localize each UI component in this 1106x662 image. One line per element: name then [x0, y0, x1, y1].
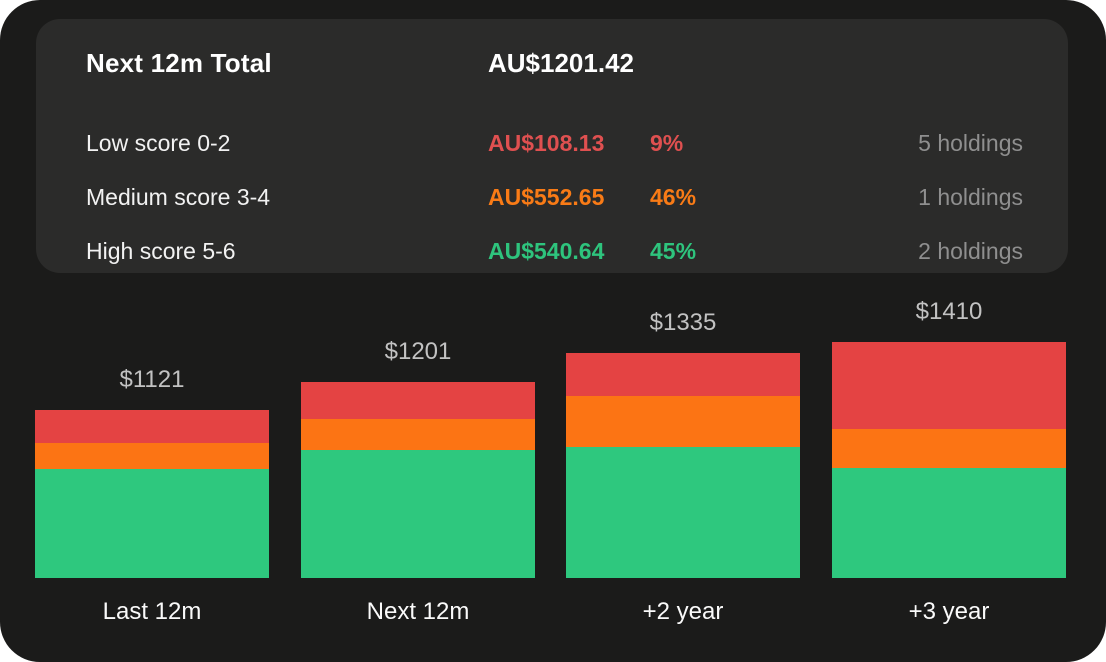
bar-category-label: Next 12m	[366, 598, 470, 625]
bar-segment-medium-score-3-4	[566, 396, 800, 447]
row-label: Medium score 3-4	[86, 184, 271, 210]
row-percent: 9%	[650, 130, 684, 156]
bar-stack	[301, 382, 535, 578]
bar-stack	[566, 353, 800, 578]
bar-total-label: $1335	[649, 309, 717, 336]
bar-group-next-12m: $1201 Next 12m	[301, 338, 535, 625]
bar-segment-high-score-5-6	[35, 469, 269, 578]
bar-segment-medium-score-3-4	[832, 429, 1066, 468]
bar-group--3-year: $1410 +3 year	[832, 298, 1066, 625]
bar-segment-high-score-5-6	[832, 468, 1066, 578]
bar-segment-low-score-0-2	[35, 410, 269, 443]
row-value: AU$552.65	[488, 184, 605, 210]
bar-category-label: Last 12m	[102, 598, 202, 625]
bar-segment-low-score-0-2	[832, 342, 1066, 429]
row-label: High score 5-6	[86, 238, 236, 264]
bar-segment-low-score-0-2	[301, 382, 535, 419]
bar-category-label: +2 year	[642, 598, 724, 625]
bar-segment-high-score-5-6	[566, 447, 800, 578]
bar-segment-low-score-0-2	[566, 353, 800, 396]
row-percent: 46%	[650, 184, 697, 210]
summary-row-medium-score: Medium score 3-4 AU$552.65 46% 1 holding…	[86, 181, 1023, 213]
bar-category-label: +3 year	[908, 598, 990, 625]
bar-total-label: $1121	[119, 366, 185, 393]
row-value: AU$108.13	[488, 130, 605, 156]
summary-row-low-score: Low score 0-2 AU$108.13 9% 5 holdings	[86, 127, 1023, 159]
summary-title: Next 12m Total	[86, 48, 272, 78]
bar-group-last-12m: $1121 Last 12m	[35, 366, 269, 625]
score-summary-card: Next 12m Total AU$1201.42 Low score 0-2 …	[36, 19, 1068, 273]
bar-stack	[832, 342, 1066, 578]
summary-row-high-score: High score 5-6 AU$540.64 45% 2 holdings	[86, 235, 1023, 267]
bar-segment-medium-score-3-4	[35, 443, 269, 469]
row-holdings: 1 holdings	[918, 184, 1023, 210]
summary-header-row: Next 12m Total AU$1201.42	[86, 47, 1023, 79]
row-label: Low score 0-2	[86, 130, 231, 156]
bar-segment-medium-score-3-4	[301, 419, 535, 450]
row-holdings: 5 holdings	[918, 130, 1023, 156]
bar-total-label: $1201	[384, 338, 452, 365]
bar-segment-high-score-5-6	[301, 450, 535, 578]
row-percent: 45%	[650, 238, 697, 264]
bar-stack	[35, 410, 269, 578]
row-value: AU$540.64	[488, 238, 605, 264]
bar-total-label: $1410	[915, 298, 983, 325]
summary-total-value: AU$1201.42	[488, 48, 634, 78]
row-holdings: 2 holdings	[918, 238, 1023, 264]
bar-group--2-year: $1335 +2 year	[566, 309, 800, 625]
